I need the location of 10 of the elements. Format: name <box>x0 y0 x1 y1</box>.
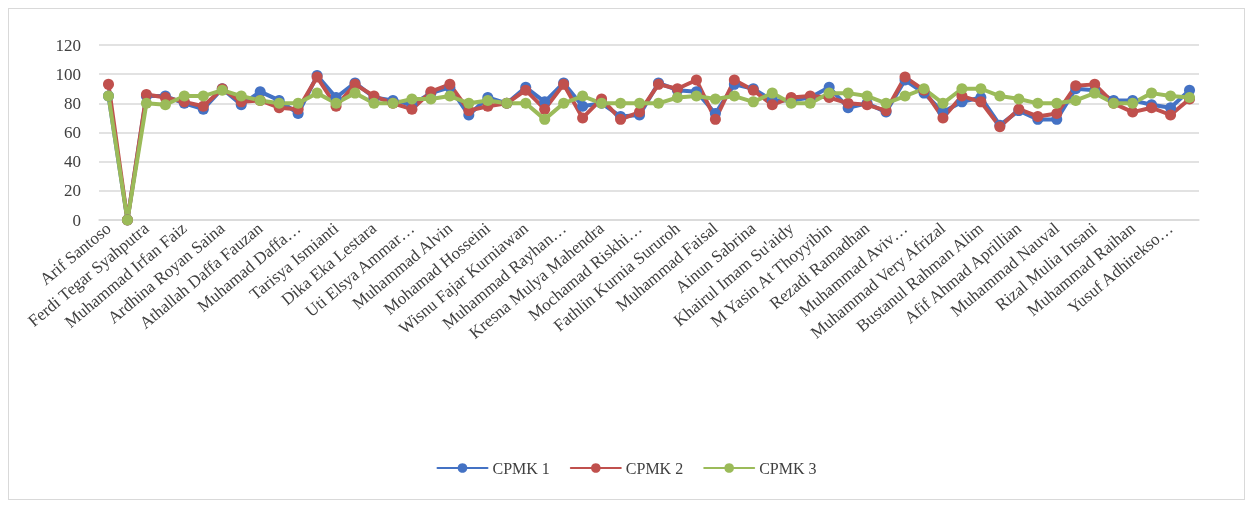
legend-label: CPMK 2 <box>625 459 684 477</box>
y-tick-label: 20 <box>64 181 81 201</box>
y-tick-label: 100 <box>55 64 81 84</box>
y-tick-label: 60 <box>64 123 81 142</box>
legend-label: CPMK 1 <box>492 459 550 477</box>
y-tick-label: 120 <box>55 35 81 55</box>
y-tick-label: 0 <box>72 210 81 230</box>
legend-label: CPMK 3 <box>759 459 817 477</box>
y-tick-label: 40 <box>64 152 81 172</box>
y-tick-label: 80 <box>64 93 81 113</box>
